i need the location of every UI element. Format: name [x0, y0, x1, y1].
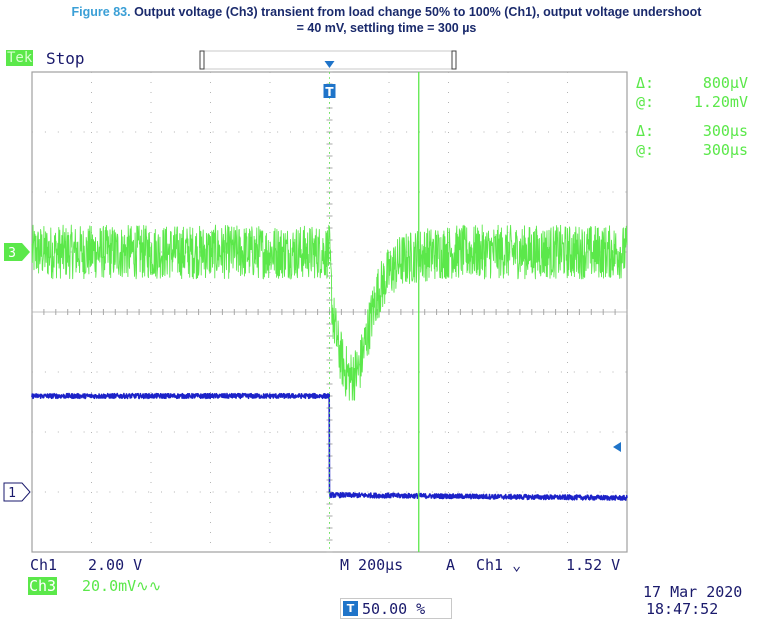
ch1-ground-marker-bg: [3, 482, 31, 502]
ch1-scale: 2.00 V: [88, 556, 143, 574]
trigger-position-icon: T: [343, 601, 358, 616]
trigger-marker-bg: [323, 84, 336, 98]
brand-logo: Tek: [6, 50, 34, 66]
cursor-readouts: Δ: 800µV @: 1.20mV Δ: 300µs @: 300µs: [636, 74, 748, 160]
acquisition-state: Stop: [46, 49, 85, 68]
figure-caption: Figure 83. Output voltage (Ch3) transien…: [0, 4, 773, 36]
figure-number: Figure 83.: [71, 5, 131, 19]
trigger-mode: A: [446, 556, 456, 574]
time-delta-readout: Δ: 300µs: [636, 122, 748, 140]
trigger-position: 50.00 %: [362, 600, 426, 618]
capture-time: 18:47:52: [646, 600, 719, 618]
ch3-ground-marker: 3: [8, 246, 16, 261]
time-at-readout: @: 300µs: [636, 141, 748, 159]
voltage-at-readout: @: 1.20mV: [636, 93, 748, 111]
trigger-marker: T: [325, 85, 334, 99]
timebase: M 200µs: [340, 556, 404, 574]
ch3-name: Ch3: [28, 577, 58, 595]
trigger-level-arrow-icon: [613, 442, 621, 452]
trigger-level: 1.52 V: [566, 556, 621, 574]
trigger-pointer-icon: [324, 61, 335, 68]
trace-ch3: [31, 224, 628, 401]
ch1-name: Ch1: [30, 556, 58, 574]
ch1-ground-marker: 1: [8, 486, 16, 501]
trigger-position-box: [340, 598, 452, 619]
ch3-scale: 20.0mV∿∿: [82, 577, 162, 595]
ch3-ground-marker-bg: [4, 243, 30, 261]
trigger-source: Ch1 ⌄: [476, 556, 522, 574]
figure-text: Output voltage (Ch3) transient from load…: [134, 5, 702, 19]
capture-date: 17 Mar 2020: [643, 583, 743, 601]
voltage-delta-readout: Δ: 800µV: [636, 74, 748, 92]
figure-text-line2: = 40 mV, settling time = 300 µs: [296, 21, 477, 35]
